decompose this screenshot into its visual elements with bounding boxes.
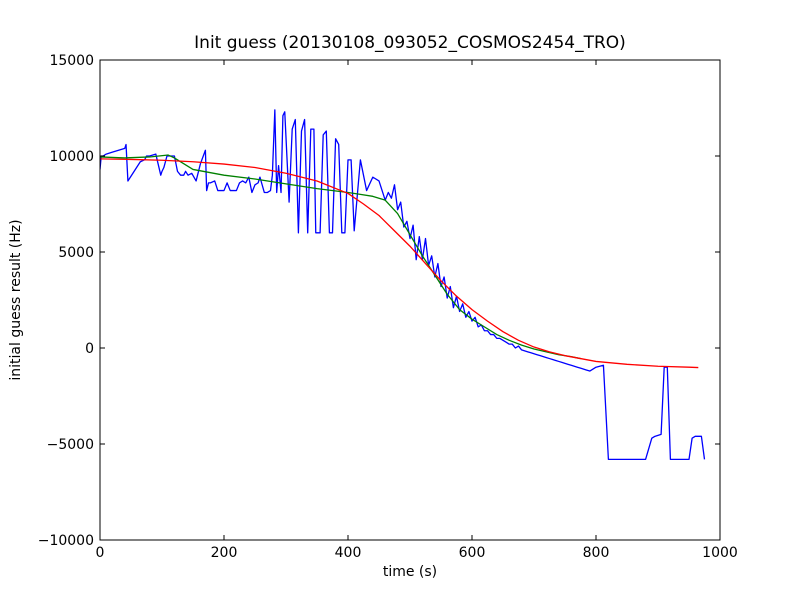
- x-axis-label: time (s): [383, 564, 437, 580]
- plot-frame: [99, 59, 721, 541]
- y-tick-label: 15000: [49, 53, 94, 69]
- x-tick-label: 800: [583, 545, 610, 561]
- y-tick-label: −10000: [38, 533, 94, 549]
- y-tick-label: 5000: [58, 245, 94, 261]
- y-tick-label: −5000: [47, 437, 94, 453]
- x-tick-label: 1000: [702, 545, 738, 561]
- series-line-3: [100, 158, 699, 369]
- x-tick-label: 0: [96, 545, 105, 561]
- x-tick-label: 600: [459, 545, 486, 561]
- x-tick-label: 400: [335, 545, 362, 561]
- y-tick-label: 0: [85, 341, 94, 357]
- y-tick-label: 10000: [49, 149, 94, 165]
- y-axis-label: initial guess result (Hz): [8, 219, 24, 380]
- series-group: [100, 109, 706, 461]
- series-line-1: [100, 109, 706, 461]
- plot-area: 0 200 400 600 800 1000 −10000 −5000 0 5000 10000 15…: [38, 53, 738, 561]
- series-line-2: [100, 154, 581, 360]
- x-tick-label: 200: [211, 545, 238, 561]
- chart-title: Init guess (20130108_093052_COSMOS2454_T…: [194, 33, 626, 53]
